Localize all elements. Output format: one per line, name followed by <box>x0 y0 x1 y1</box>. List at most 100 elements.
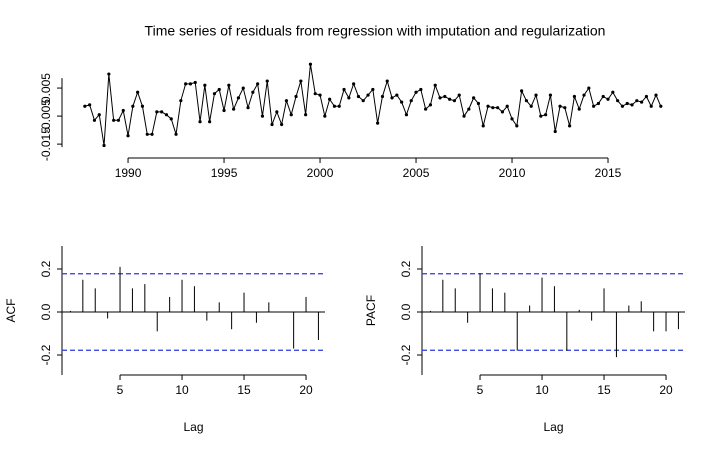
point <box>140 104 145 108</box>
point <box>486 104 490 108</box>
x-tick-label: 15 <box>597 383 611 397</box>
point <box>126 134 130 138</box>
point <box>280 122 284 127</box>
point <box>366 93 370 97</box>
point <box>337 104 341 108</box>
point <box>606 97 610 101</box>
point <box>376 121 380 125</box>
point <box>625 101 629 106</box>
point <box>150 132 154 136</box>
point <box>592 104 596 108</box>
y-axis-label: ACF <box>4 299 18 323</box>
x-axis-label: Lag <box>183 420 203 434</box>
point <box>510 117 514 121</box>
point <box>236 96 241 100</box>
point <box>184 82 188 86</box>
point <box>217 87 221 92</box>
point <box>572 94 577 99</box>
point <box>131 104 135 108</box>
point <box>347 96 351 100</box>
point <box>179 99 183 103</box>
y-tick-label: 0.0 <box>39 303 53 320</box>
point <box>112 118 116 122</box>
x-tick-label: 20 <box>299 383 313 397</box>
point <box>457 93 461 97</box>
y-axis-label: PACF <box>364 295 378 326</box>
point <box>97 113 101 117</box>
point <box>342 87 346 92</box>
point <box>539 114 543 118</box>
y-tick-label: 0.0 <box>399 303 413 320</box>
point <box>256 82 260 86</box>
point <box>630 103 634 107</box>
point <box>116 118 121 122</box>
point <box>299 79 303 83</box>
x-tick-label: 20 <box>659 383 673 397</box>
point <box>433 83 437 87</box>
point <box>635 99 639 103</box>
point <box>308 62 313 66</box>
y-tick-label: 0.2 <box>39 260 53 277</box>
x-tick-label: 10 <box>175 383 189 397</box>
point <box>155 110 159 114</box>
x-tick-label: 2005 <box>403 166 430 180</box>
point <box>313 92 317 96</box>
point <box>294 94 298 99</box>
point <box>107 72 111 76</box>
point <box>275 110 279 114</box>
point <box>409 99 413 103</box>
point <box>265 79 269 83</box>
point <box>145 132 149 136</box>
point <box>102 143 106 148</box>
point <box>318 93 322 97</box>
y-tick-label: -0.015 <box>39 127 53 161</box>
point <box>467 107 471 111</box>
point <box>582 93 586 97</box>
point <box>428 103 433 107</box>
point <box>649 104 653 108</box>
point <box>222 108 226 113</box>
point <box>169 117 173 121</box>
point <box>160 110 164 114</box>
point <box>659 104 663 108</box>
point <box>361 99 365 103</box>
point <box>563 106 567 110</box>
x-tick-label: 1990 <box>115 166 142 180</box>
point <box>260 114 265 118</box>
point <box>92 118 97 122</box>
point <box>323 114 327 118</box>
point <box>558 104 562 108</box>
point <box>212 92 217 96</box>
y-tick-label: -0.005 <box>39 99 53 133</box>
point <box>496 106 500 110</box>
point <box>390 96 394 100</box>
point <box>438 96 442 100</box>
point <box>208 120 212 124</box>
point <box>587 86 591 90</box>
point <box>83 104 87 108</box>
series-line <box>84 64 662 146</box>
point <box>193 80 197 85</box>
x-tick-label: 5 <box>477 383 484 397</box>
point <box>174 132 178 136</box>
point <box>601 94 605 99</box>
point <box>548 93 553 97</box>
y-tick-label: 0.2 <box>399 260 413 277</box>
point <box>164 113 169 117</box>
point <box>371 87 375 92</box>
point <box>188 82 193 86</box>
point <box>452 99 457 103</box>
point <box>500 110 505 114</box>
point <box>356 94 361 99</box>
point <box>644 94 649 99</box>
point <box>654 93 658 97</box>
x-tick-label: 1995 <box>211 166 238 180</box>
y-tick-label: -0.2 <box>39 344 53 365</box>
point <box>505 104 509 108</box>
point <box>400 100 404 104</box>
point <box>328 97 332 101</box>
point <box>448 97 452 101</box>
point <box>524 99 529 103</box>
point <box>121 108 125 113</box>
